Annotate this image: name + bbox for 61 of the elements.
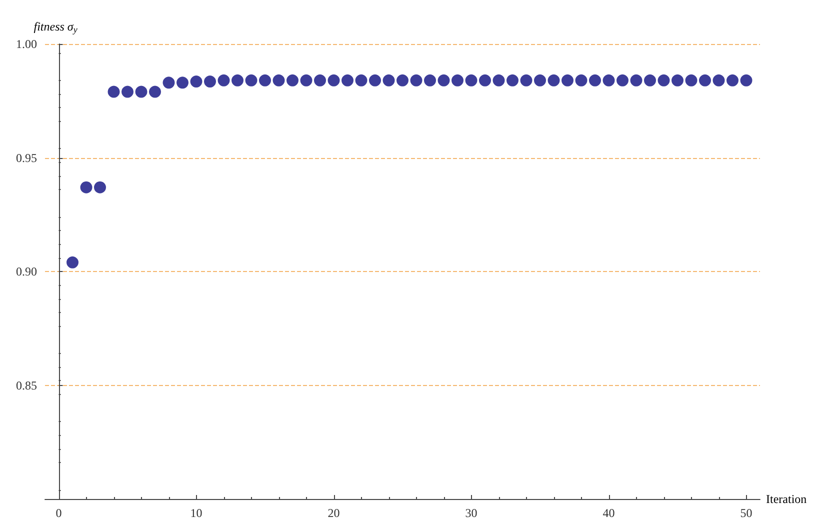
point bbox=[232, 74, 244, 86]
x-tick-label: 30 bbox=[465, 506, 478, 519]
point bbox=[644, 74, 656, 86]
point bbox=[259, 74, 271, 86]
point bbox=[740, 74, 752, 86]
point bbox=[218, 74, 230, 86]
point bbox=[300, 74, 312, 86]
point bbox=[548, 74, 560, 86]
point bbox=[562, 74, 574, 86]
point bbox=[465, 74, 478, 86]
x-tick-label: 50 bbox=[740, 506, 752, 519]
point bbox=[616, 74, 628, 86]
point bbox=[396, 74, 408, 86]
point bbox=[534, 74, 546, 86]
point bbox=[602, 74, 615, 86]
point bbox=[80, 181, 92, 194]
point bbox=[492, 74, 505, 86]
point bbox=[108, 86, 120, 98]
point bbox=[685, 74, 698, 86]
point bbox=[314, 74, 326, 86]
point bbox=[135, 86, 148, 98]
x-tick-label: 10 bbox=[190, 506, 202, 519]
point bbox=[726, 74, 738, 86]
y-tick-label: 0.85 bbox=[16, 378, 37, 392]
point bbox=[520, 74, 532, 86]
point bbox=[328, 74, 340, 86]
y-tick-label: 0.90 bbox=[16, 264, 37, 278]
point bbox=[452, 74, 464, 86]
x-tick-label: 40 bbox=[602, 506, 615, 519]
point bbox=[204, 76, 216, 88]
point bbox=[506, 74, 518, 86]
x-tick-label: 20 bbox=[328, 506, 340, 519]
point bbox=[190, 76, 202, 88]
point bbox=[94, 181, 106, 194]
point bbox=[658, 74, 670, 86]
point bbox=[342, 74, 354, 86]
point bbox=[286, 74, 298, 86]
point bbox=[424, 74, 436, 86]
point bbox=[272, 74, 285, 86]
point bbox=[369, 74, 381, 86]
point bbox=[672, 74, 684, 86]
point bbox=[176, 76, 188, 89]
point bbox=[355, 74, 368, 86]
point bbox=[162, 76, 175, 89]
point bbox=[575, 74, 588, 86]
point bbox=[149, 86, 161, 98]
point bbox=[712, 74, 725, 86]
y-tick-label: 1.00 bbox=[16, 37, 37, 51]
y-tick-label: 0.95 bbox=[16, 150, 37, 165]
point bbox=[589, 74, 601, 86]
point bbox=[479, 74, 491, 86]
point bbox=[382, 74, 395, 86]
point bbox=[630, 74, 642, 86]
x-axis-title: Iteration bbox=[766, 492, 807, 506]
point bbox=[122, 86, 134, 98]
point bbox=[699, 74, 711, 86]
point bbox=[410, 74, 422, 86]
x-tick-label: 0 bbox=[56, 506, 62, 519]
point bbox=[66, 256, 78, 268]
point bbox=[245, 74, 258, 86]
point bbox=[438, 74, 450, 86]
